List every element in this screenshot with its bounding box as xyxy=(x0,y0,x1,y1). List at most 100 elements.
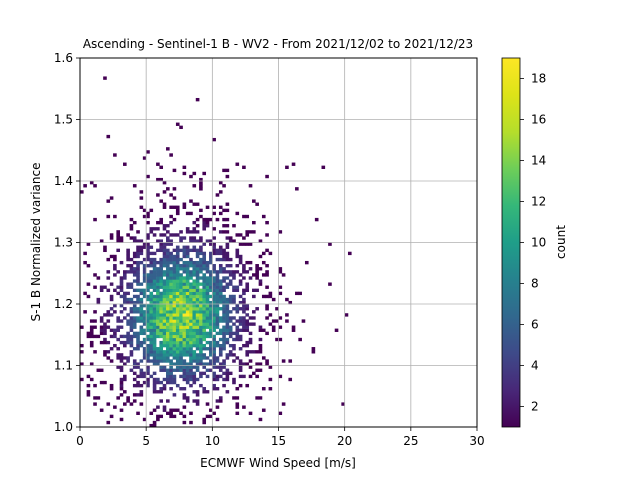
histogram-cell xyxy=(152,251,157,256)
histogram-cell xyxy=(152,233,157,237)
histogram-cell xyxy=(235,264,240,268)
histogram-cell xyxy=(212,316,216,320)
histogram-cell xyxy=(175,260,180,265)
histogram-cell xyxy=(185,245,190,249)
histogram-cell xyxy=(185,322,190,326)
histogram-cell xyxy=(185,340,190,345)
histogram-cell xyxy=(169,340,173,345)
x-tick-label: 30 xyxy=(469,434,484,448)
histogram-cell xyxy=(93,396,97,400)
histogram-cell xyxy=(189,347,193,351)
histogram-cell xyxy=(119,383,124,388)
histogram-cell xyxy=(146,328,150,332)
histogram-cell xyxy=(109,383,114,388)
histogram-cell xyxy=(202,300,207,305)
histogram-cell xyxy=(222,267,226,271)
histogram-cell xyxy=(136,393,140,397)
histogram-cell xyxy=(225,325,230,329)
histogram-cell xyxy=(126,257,130,262)
histogram-cell xyxy=(179,322,183,326)
histogram-cell xyxy=(175,347,180,351)
histogram-cell xyxy=(222,319,226,323)
histogram-cell xyxy=(212,343,216,348)
histogram-cell xyxy=(169,380,173,385)
histogram-cell xyxy=(192,236,197,240)
histogram-cell xyxy=(162,322,167,326)
histogram-cell xyxy=(202,356,207,360)
histogram-cell xyxy=(169,325,173,329)
histogram-cell xyxy=(212,300,216,305)
histogram-cell xyxy=(142,242,147,246)
histogram-cell xyxy=(86,294,91,299)
histogram-cell xyxy=(185,343,190,348)
histogram-cell xyxy=(185,230,190,234)
histogram-cell xyxy=(109,233,114,237)
histogram-cell xyxy=(179,239,183,243)
histogram-cell xyxy=(119,340,124,345)
histogram-cell xyxy=(123,343,127,348)
histogram-cell xyxy=(182,165,187,169)
histogram-cell xyxy=(132,307,137,311)
histogram-cell xyxy=(152,322,157,326)
histogram-cell xyxy=(113,288,117,292)
histogram-cell xyxy=(182,264,187,268)
histogram-cell xyxy=(129,310,134,314)
histogram-cell xyxy=(199,350,203,354)
histogram-cell xyxy=(212,236,216,240)
histogram-cell xyxy=(156,177,160,182)
histogram-cell xyxy=(212,227,216,231)
histogram-cell xyxy=(185,350,190,354)
histogram-cell xyxy=(89,181,94,185)
histogram-cell xyxy=(89,340,94,345)
histogram-cell xyxy=(212,242,216,246)
histogram-cell xyxy=(162,405,167,409)
histogram-cell xyxy=(185,396,190,400)
histogram-cell xyxy=(232,359,236,363)
histogram-cell xyxy=(162,383,167,388)
histogram-cell xyxy=(199,362,203,366)
histogram-cell xyxy=(106,402,111,406)
histogram-cell xyxy=(86,331,91,336)
histogram-cell xyxy=(281,402,286,406)
histogram-cell xyxy=(156,248,160,253)
histogram-cell xyxy=(169,254,173,259)
histogram-cell xyxy=(139,319,144,323)
histogram-cell xyxy=(169,288,173,292)
histogram-cell xyxy=(248,322,253,326)
colorbar-tick-label: 12 xyxy=(531,195,546,209)
histogram-cell xyxy=(136,248,140,253)
histogram-cell xyxy=(202,307,207,311)
histogram-cell xyxy=(152,270,157,274)
histogram-cell xyxy=(166,147,170,151)
histogram-cell xyxy=(205,313,210,317)
histogram-cell xyxy=(212,334,216,339)
histogram-cell xyxy=(172,322,177,326)
histogram-cell xyxy=(189,310,193,314)
histogram-cell xyxy=(215,319,220,323)
histogram-cell xyxy=(182,313,187,317)
histogram-cell xyxy=(228,300,233,305)
histogram-cell xyxy=(169,297,173,302)
histogram-cell xyxy=(182,245,187,249)
histogram-cell xyxy=(119,368,124,372)
histogram-cell xyxy=(252,199,256,203)
histogram-cell xyxy=(202,260,207,265)
histogram-cell xyxy=(215,251,220,256)
histogram-cell xyxy=(199,282,203,286)
histogram-cell xyxy=(215,279,220,283)
histogram-cell xyxy=(169,300,173,305)
histogram-cell xyxy=(169,350,173,354)
histogram-cell xyxy=(222,254,226,259)
histogram-cell xyxy=(156,273,160,277)
histogram-cell xyxy=(189,377,193,382)
histogram-cell xyxy=(129,224,134,228)
histogram-cell xyxy=(166,276,170,280)
histogram-cell xyxy=(202,343,207,348)
histogram-cell xyxy=(202,276,207,280)
histogram-cell xyxy=(109,387,114,391)
histogram-cell xyxy=(139,288,144,292)
histogram-cell xyxy=(136,307,140,311)
histogram-cell xyxy=(195,285,200,289)
histogram-cell xyxy=(119,260,124,265)
histogram-cell xyxy=(238,319,243,323)
